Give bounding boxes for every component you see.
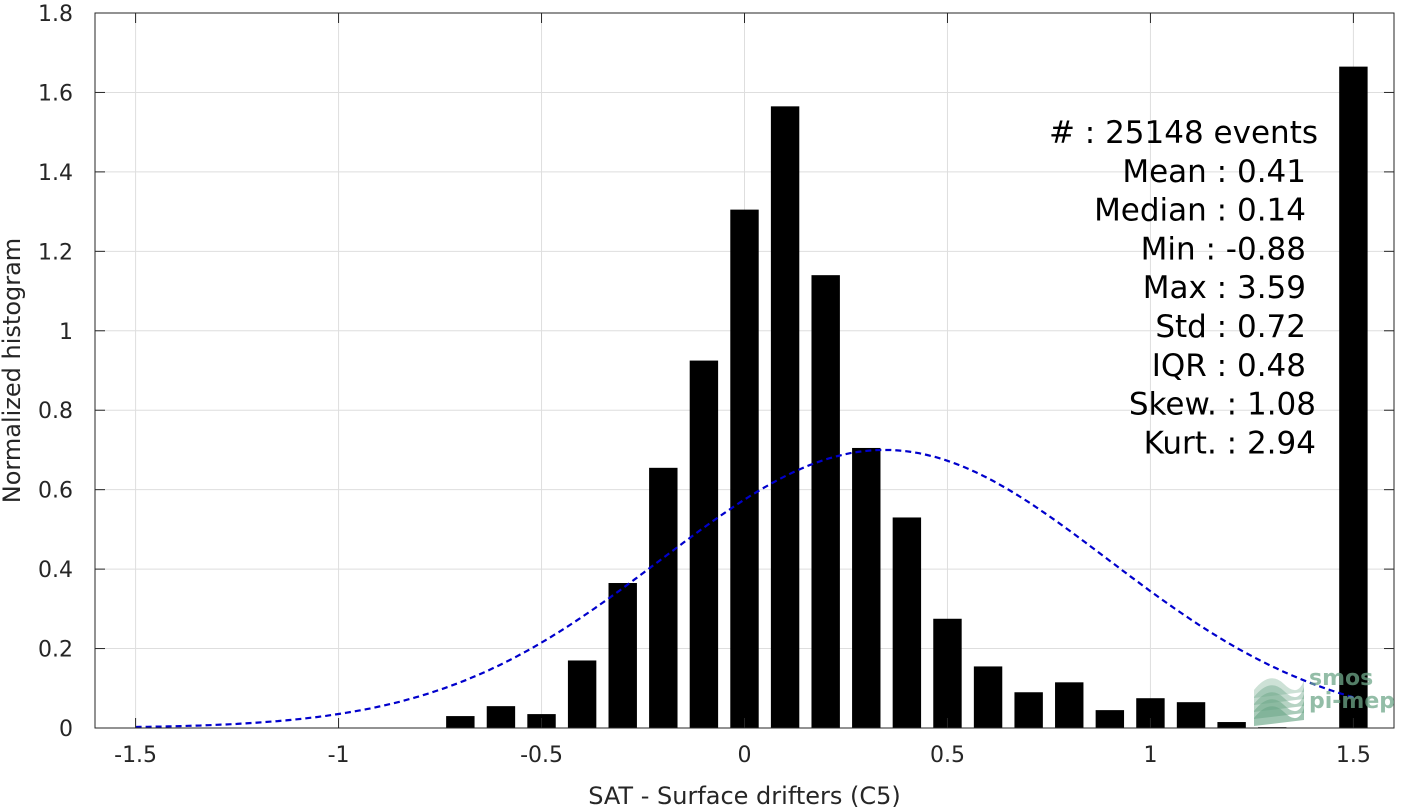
histogram-bar — [1176, 702, 1206, 728]
y-tick-label: 1.6 — [38, 81, 73, 106]
histogram-bar — [608, 583, 637, 728]
stat-line: Kurt. : 2.94 — [1144, 425, 1316, 461]
y-tick-label: 0.4 — [38, 558, 73, 583]
gaussian-fit-curve — [135, 448, 1354, 729]
x-tick-label: 1 — [1143, 743, 1157, 768]
histogram-bars — [446, 66, 1368, 728]
x-tick-label: 1.5 — [1336, 743, 1371, 768]
logo-wave — [1254, 678, 1304, 698]
stat-line: Std : 0.72 — [1155, 309, 1306, 345]
y-tick-label: 0.2 — [38, 638, 73, 663]
histogram-bar — [973, 666, 1003, 728]
stat-line: Max : 3.59 — [1143, 270, 1306, 306]
stat-line: IQR : 0.48 — [1152, 348, 1306, 384]
logo-wave — [1254, 706, 1304, 726]
histogram-bar — [933, 618, 962, 728]
histogram-bar — [892, 517, 922, 728]
histogram-bar — [567, 660, 597, 728]
axis-ticks — [95, 12, 1394, 729]
wave-logo-icon — [1254, 678, 1304, 726]
watermark-line1: smos — [1309, 666, 1373, 691]
histogram-bar — [770, 106, 800, 728]
y-tick-label: 0.6 — [38, 479, 73, 504]
x-tick-label: -1.5 — [114, 743, 157, 768]
histogram-bar — [649, 467, 678, 728]
y-tick-label: 1.8 — [38, 2, 73, 27]
stat-line: Skew. : 1.08 — [1129, 387, 1316, 423]
histogram-bar — [689, 360, 719, 728]
y-tick-label: 0.8 — [38, 399, 73, 424]
stat-line: Median : 0.14 — [1094, 193, 1306, 229]
stat-line: Min : -0.88 — [1141, 231, 1306, 267]
histogram-bar — [1339, 66, 1368, 728]
histogram-bar — [1095, 710, 1125, 728]
x-tick-label: -1 — [328, 743, 350, 768]
y-tick-label: 1.2 — [38, 240, 73, 265]
y-tick-label: 1 — [59, 320, 73, 345]
histogram-bar — [486, 706, 516, 728]
x-axis-title: SAT - Surface drifters (C5) — [588, 782, 901, 809]
x-tick-label: -0.5 — [520, 743, 563, 768]
y-axis-title: Normalized histogram — [0, 238, 26, 503]
watermark-line2: pi-mep — [1309, 689, 1395, 714]
x-tick-label: 0 — [738, 743, 752, 768]
stat-line: Mean : 0.41 — [1122, 154, 1306, 190]
stat-line: # : 25148 events — [1049, 115, 1318, 151]
histogram-bar — [1014, 692, 1043, 728]
y-tick-label: 0 — [59, 717, 73, 742]
histogram-bar — [446, 716, 475, 728]
x-tick-label: 0.5 — [930, 743, 965, 768]
y-tick-labels: 0 0.2 0.4 0.6 0.8 1 1.2 1.4 1.6 1.8 — [38, 2, 73, 742]
x-tick-labels: -1.5 -1 -0.5 0 0.5 1 1.5 — [114, 743, 1371, 768]
histogram-bar — [811, 275, 840, 728]
histogram-bar — [1055, 682, 1084, 728]
histogram-bar — [1217, 722, 1246, 728]
watermark-logo: smos pi-mep — [1254, 666, 1395, 726]
histogram-bar — [730, 209, 759, 728]
y-tick-label: 1.4 — [38, 161, 73, 186]
histogram-bar — [852, 447, 881, 728]
